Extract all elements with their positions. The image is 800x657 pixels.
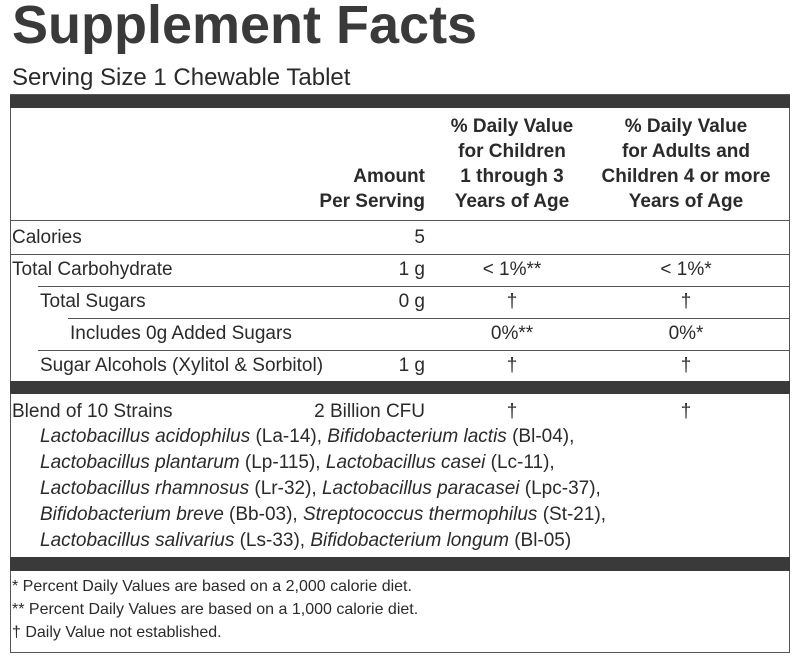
header-line: Amount	[353, 166, 425, 187]
row-amount: 1 g	[398, 259, 425, 280]
footnote: * Percent Daily Values are based on a 2,…	[12, 578, 412, 595]
header-line: for Adults and	[621, 141, 751, 162]
header-adults: % Daily Value for Adults and Children 4 …	[586, 114, 786, 214]
row-amount: 0 g	[398, 291, 425, 312]
strain-name: Streptococcus thermophilus	[302, 504, 538, 525]
blend-name: Blend of 10 Strains	[12, 401, 173, 422]
strain-line: Lactobacillus rhamnosus (Lr-32), Lactoba…	[40, 476, 601, 502]
strain-code: (Bb-03),	[229, 504, 298, 525]
row-name: Includes 0g Added Sugars	[70, 323, 292, 344]
strain-line: Lactobacillus acidophilus (La-14), Bifid…	[40, 424, 574, 450]
strain-name: Lactobacillus rhamnosus	[40, 478, 250, 499]
rule	[68, 318, 790, 319]
rule	[38, 350, 790, 351]
rule	[10, 220, 790, 221]
row-name: Total Sugars	[40, 291, 146, 312]
thick-bar	[10, 381, 790, 394]
thick-bar	[10, 557, 790, 571]
rule	[38, 286, 790, 287]
strain-code: (Ls-33),	[239, 530, 306, 551]
strain-name: Lactobacillus casei	[325, 452, 486, 473]
row-dv-children: < 1%**	[482, 259, 542, 280]
strain-code: (Lc-11),	[490, 452, 555, 473]
strain-line: Lactobacillus plantarum (Lp-115), Lactob…	[40, 450, 555, 476]
header-line: 1 through 3	[460, 166, 564, 187]
blend-dv-adults: †	[680, 401, 692, 422]
row-dv-adults: 0%*	[668, 323, 704, 344]
row-dv-adults: < 1%*	[660, 259, 712, 280]
strain-code: (Lr-32),	[254, 478, 317, 499]
row-dv-children: †	[506, 355, 518, 376]
header-line: for Children	[458, 141, 566, 162]
thick-bar	[10, 95, 790, 108]
strain-code: (La-14),	[255, 426, 322, 447]
strain-line: Lactobacillus salivarius (Ls-33), Bifido…	[40, 528, 571, 554]
row-dv-adults: †	[680, 355, 692, 376]
header-line: % Daily Value	[624, 116, 748, 137]
row-dv-children: †	[506, 291, 518, 312]
strain-code: (Lpc-37),	[524, 478, 601, 499]
header-children: % Daily Value for Children 1 through 3 Y…	[432, 114, 592, 214]
strain-name: Bifidobacterium lactis	[327, 426, 507, 447]
header-line: Years of Age	[628, 191, 744, 212]
title: Supplement Facts	[12, 0, 478, 55]
strain-name: Lactobacillus salivarius	[40, 530, 235, 551]
blend-dv-children: †	[506, 401, 518, 422]
strain-code: (Bl-04),	[512, 426, 575, 447]
panel-border	[10, 94, 790, 653]
strain-code: (St-21),	[542, 504, 607, 525]
header-amount: Amount Per Serving	[319, 164, 425, 214]
strain-name: Lactobacillus plantarum	[40, 452, 240, 473]
header-line: % Daily Value	[450, 116, 574, 137]
row-name: Total Carbohydrate	[12, 259, 173, 280]
strain-code: (Bl-05)	[514, 530, 572, 551]
header-line: Years of Age	[454, 191, 570, 212]
rule	[10, 254, 790, 255]
header-line: Per Serving	[319, 191, 425, 212]
strain-line: Bifidobacterium breve (Bb-03), Streptoco…	[40, 502, 606, 528]
footnote: ** Percent Daily Values are based on a 1…	[12, 601, 419, 618]
row-dv-adults: †	[680, 291, 692, 312]
row-name: Sugar Alcohols (Xylitol & Sorbitol)	[40, 355, 324, 376]
strain-name: Bifidobacterium breve	[40, 504, 224, 525]
strain-name: Lactobacillus paracasei	[321, 478, 520, 499]
strain-name: Bifidobacterium longum	[310, 530, 509, 551]
row-amount: 1 g	[398, 355, 425, 376]
row-name: Calories	[12, 227, 82, 248]
row-dv-children: 0%**	[490, 323, 534, 344]
blend-amount: 2 Billion CFU	[314, 401, 425, 422]
footnote: † Daily Value not established.	[12, 624, 222, 641]
strain-code: (Lp-115),	[244, 452, 321, 473]
row-amount: 5	[414, 227, 425, 248]
strain-name: Lactobacillus acidophilus	[40, 426, 251, 447]
header-line: Children 4 or more	[601, 166, 771, 187]
serving-size: Serving Size 1 Chewable Tablet	[12, 64, 351, 91]
